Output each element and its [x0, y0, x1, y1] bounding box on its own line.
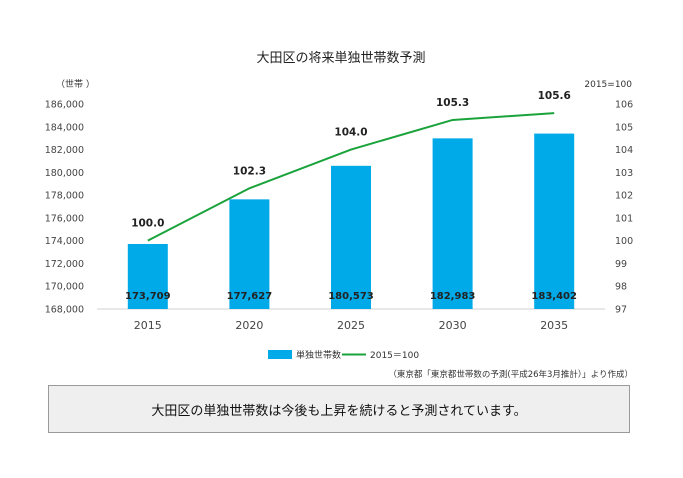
legend-bar-label: 単独世帯数: [296, 349, 341, 361]
line-value-label: 105.6: [538, 90, 571, 102]
bar-value-label: 182,983: [430, 291, 476, 302]
line-value-label: 105.3: [436, 97, 469, 109]
bar: [229, 199, 270, 309]
chart-title: 大田区の将来単独世帯数予測: [256, 50, 425, 66]
left-tick-label: 180,000: [45, 168, 84, 179]
bar-value-label: 173,709: [125, 291, 171, 302]
right-axis-ticks: 97 98 99 100 101 102 103 104 105 106: [615, 100, 633, 316]
bar: [432, 138, 473, 309]
x-axis-ticks: 2015 2020 2025 2030 2035: [134, 319, 568, 332]
legend: 単独世帯数 2015＝100: [268, 349, 419, 361]
x-tick-label: 2015: [134, 319, 162, 332]
x-tick-label: 2035: [540, 319, 568, 332]
caption-box: 大田区の単独世帯数は今後も上昇を続けると予測されています。: [48, 385, 630, 433]
right-tick-label: 103: [615, 168, 633, 179]
line-series: [147, 112, 555, 242]
left-axis-ticks: 168,000 170,000 172,000 174,000 176,000 178,0…: [45, 100, 84, 316]
right-tick-label: 99: [615, 259, 627, 270]
bar-value-label: 183,402: [531, 291, 577, 302]
right-tick-label: 104: [615, 145, 633, 156]
left-tick-label: 168,000: [45, 305, 84, 316]
x-tick-label: 2030: [439, 319, 467, 332]
bar-series: [127, 133, 575, 309]
x-tick-label: 2025: [337, 319, 365, 332]
line-value-label: 102.3: [233, 165, 266, 177]
bar-value-label: 180,573: [328, 291, 374, 302]
bar-value-label: 177,627: [227, 291, 273, 302]
right-tick-label: 101: [615, 213, 633, 224]
right-tick-label: 98: [615, 282, 627, 293]
right-tick-label: 97: [615, 305, 627, 316]
right-tick-label: 105: [615, 122, 633, 133]
left-tick-label: 176,000: [45, 213, 84, 224]
left-tick-label: 174,000: [45, 236, 84, 247]
chart: 大田区の将来単独世帯数予測 （世帯 ） 2015=100 168,000 170,…: [45, 50, 633, 380]
bar-value-labels: 173,709 177,627 180,573 182,983 183,402: [125, 291, 577, 302]
left-axis-unit: （世帯 ）: [56, 78, 95, 90]
left-tick-label: 178,000: [45, 191, 84, 202]
left-tick-label: 172,000: [45, 259, 84, 270]
bar: [534, 133, 575, 309]
line-value-label: 104.0: [334, 127, 367, 139]
x-tick-label: 2020: [235, 319, 263, 332]
right-tick-label: 102: [615, 191, 633, 202]
source-note: （東京都「東京都世帯数の予測(平成26年3月推計）」より作成）: [388, 369, 633, 380]
bar: [331, 165, 371, 309]
left-tick-label: 182,000: [45, 145, 84, 156]
left-tick-label: 186,000: [45, 100, 84, 111]
right-axis-unit: 2015=100: [584, 80, 632, 90]
index-line: [147, 112, 555, 242]
left-tick-label: 184,000: [45, 122, 84, 133]
bar: [127, 243, 168, 309]
line-value-label: 100.0: [131, 218, 164, 230]
right-tick-label: 100: [615, 236, 633, 247]
left-tick-label: 170,000: [45, 282, 84, 293]
legend-bar-swatch: [268, 350, 292, 359]
line-value-labels: 100.0 102.3 104.0 105.3 105.6: [131, 90, 571, 230]
legend-line-label: 2015＝100: [370, 351, 419, 361]
right-tick-label: 106: [615, 100, 633, 111]
caption-text: 大田区の単独世帯数は今後も上昇を続けると予測されています。: [151, 403, 527, 419]
